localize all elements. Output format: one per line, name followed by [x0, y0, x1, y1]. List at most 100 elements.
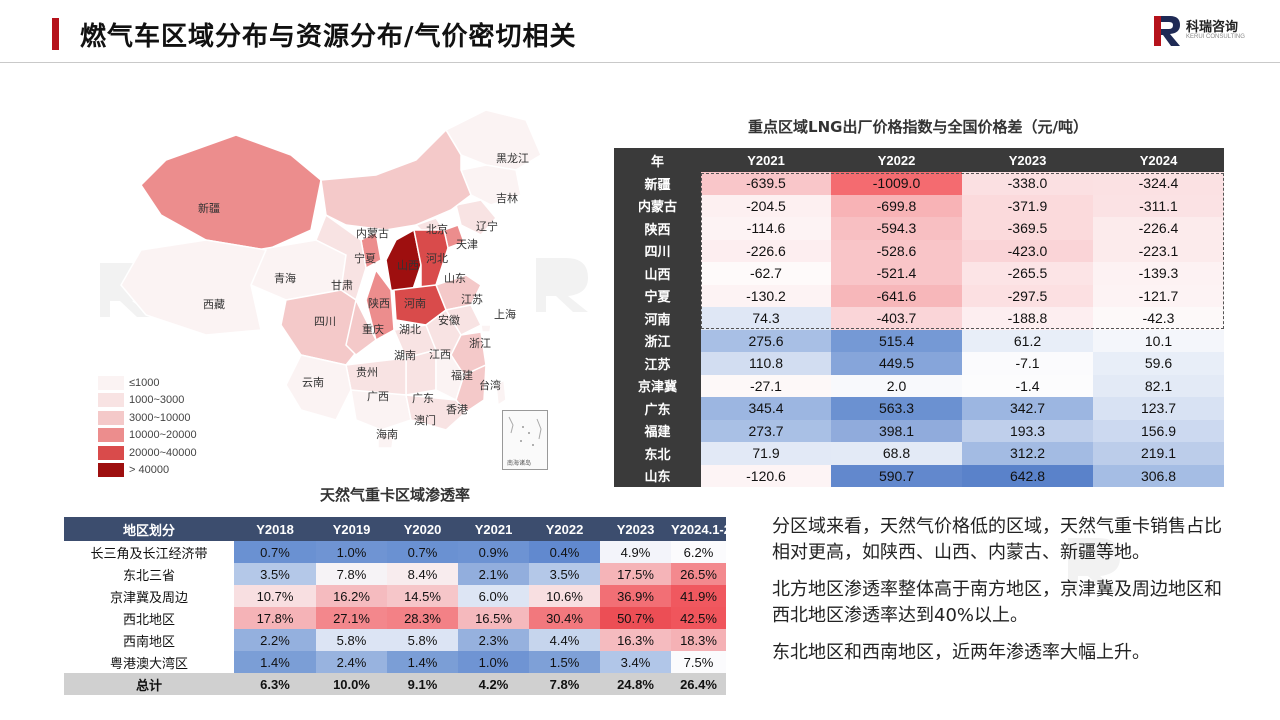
table-row: 西北地区 17.8% 27.1% 28.3% 16.5% 30.4% 50.7% 42.5% — [64, 607, 726, 629]
row-header: 江苏 — [614, 352, 701, 375]
table-cell: -27.1 — [701, 374, 831, 397]
map-label-chongqing: 重庆 — [362, 323, 384, 336]
table-cell: 0.7% — [387, 541, 458, 563]
table-cell: 3.4% — [600, 651, 671, 673]
table-row: 山西 -62.7 -521.4 -265.5 -139.3 — [614, 262, 1224, 285]
column-header: Y2018 — [234, 517, 316, 541]
column-header: 年 — [614, 148, 701, 172]
header-divider — [0, 62, 1280, 63]
row-header: 粤港澳大湾区 — [64, 651, 234, 673]
map-label-hebei: 河北 — [426, 252, 448, 265]
column-header: Y2020 — [387, 517, 458, 541]
table-cell: 26.4% — [671, 673, 726, 695]
legend-label: 10000~20000 — [129, 429, 197, 442]
row-header: 东北三省 — [64, 563, 234, 585]
row-header: 东北 — [614, 442, 701, 465]
table-row: 长三角及长江经济带 0.7% 1.0% 0.7% 0.9% 0.4% 4.9% 6.2% — [64, 541, 726, 563]
table-cell: 61.2 — [962, 329, 1093, 352]
table-cell: 1.0% — [316, 541, 387, 563]
table-cell: 82.1 — [1093, 374, 1224, 397]
row-header: 山东 — [614, 464, 701, 487]
legend-label: 20000~40000 — [129, 446, 197, 459]
column-header: Y2024.1-2 — [671, 517, 726, 541]
table-cell: 5.8% — [387, 629, 458, 651]
inset-label: 南海诸岛 — [507, 460, 532, 467]
table-cell: -338.0 — [962, 172, 1093, 195]
legend-swatch — [98, 445, 124, 460]
column-header: Y2022 — [831, 148, 962, 172]
map-label-hunan: 湖南 — [394, 349, 416, 362]
map-label-anhui: 安徽 — [438, 314, 460, 327]
table-cell: -139.3 — [1093, 262, 1224, 285]
table-cell: 10.7% — [234, 585, 316, 607]
map-label-yunnan: 云南 — [302, 376, 324, 389]
table-cell: 156.9 — [1093, 419, 1224, 442]
table-cell: 563.3 — [831, 397, 962, 420]
table-cell: -699.8 — [831, 194, 962, 217]
column-header: 地区划分 — [64, 517, 234, 541]
map-label-henan: 河南 — [404, 297, 426, 310]
legend-item: 3000~10000 — [98, 409, 197, 427]
table-cell: 5.8% — [316, 629, 387, 651]
table-cell: 1.0% — [458, 651, 529, 673]
table-cell: -42.3 — [1093, 307, 1224, 330]
legend-item: 1000~3000 — [98, 392, 197, 410]
watermark-logo-icon — [1068, 538, 1120, 592]
row-header: 内蒙古 — [614, 194, 701, 217]
column-header: Y2019 — [316, 517, 387, 541]
table-cell: 7.8% — [316, 563, 387, 585]
map-label-ningxia: 宁夏 — [354, 252, 376, 265]
legend-swatch — [98, 375, 124, 390]
table-cell: 10.6% — [529, 585, 600, 607]
map-label-xizang: 西藏 — [203, 298, 225, 311]
table-header-row: 地区划分 Y2018 Y2019 Y2020 Y2021 Y2022 Y2023… — [64, 517, 726, 541]
table-row: 广东 345.4 563.3 342.7 123.7 — [614, 397, 1224, 420]
table-row: 粤港澳大湾区 1.4% 2.4% 1.4% 1.0% 1.5% 3.4% 7.5% — [64, 651, 726, 673]
table-row: 四川 -226.6 -528.6 -423.0 -223.1 — [614, 239, 1224, 262]
legend-label: 3000~10000 — [129, 411, 191, 424]
table-cell: -188.8 — [962, 307, 1093, 330]
map-label-neimenggu: 内蒙古 — [356, 227, 389, 240]
table-row: 江苏 110.8 449.5 -7.1 59.6 — [614, 352, 1224, 375]
table-cell: 193.3 — [962, 419, 1093, 442]
table-header-row: 年 Y2021 Y2022 Y2023 Y2024 — [614, 148, 1224, 172]
table-cell: 10.1 — [1093, 329, 1224, 352]
row-header: 西北地区 — [64, 607, 234, 629]
map-label-liaoning: 辽宁 — [476, 220, 498, 233]
map-label-xinjiang: 新疆 — [198, 202, 220, 215]
table-cell: 398.1 — [831, 419, 962, 442]
table-cell: 110.8 — [701, 352, 831, 375]
table-cell: 2.4% — [316, 651, 387, 673]
map-label-hainan: 海南 — [376, 428, 398, 441]
row-header: 四川 — [614, 239, 701, 262]
table-row: 陕西 -114.6 -594.3 -369.5 -226.4 — [614, 217, 1224, 240]
table-cell: 449.5 — [831, 352, 962, 375]
map-label-jiangxi: 江西 — [429, 348, 451, 361]
table-cell: 50.7% — [600, 607, 671, 629]
table-cell: 68.8 — [831, 442, 962, 465]
table-cell: 4.9% — [600, 541, 671, 563]
map-label-jiangsu: 江苏 — [461, 293, 483, 306]
table-row: 浙江 275.6 515.4 61.2 10.1 — [614, 329, 1224, 352]
row-header: 浙江 — [614, 329, 701, 352]
table-cell: 27.1% — [316, 607, 387, 629]
table-cell: 7.5% — [671, 651, 726, 673]
watermark-logo-icon — [536, 258, 588, 312]
table-cell: -311.1 — [1093, 194, 1224, 217]
map-label-guangxi: 广西 — [367, 390, 389, 403]
china-map-shapes — [120, 109, 542, 449]
penetration-table-title: 天然气重卡区域渗透率 — [319, 486, 470, 504]
legend-label: ≤1000 — [129, 376, 160, 389]
table-cell: 14.5% — [387, 585, 458, 607]
row-header: 陕西 — [614, 217, 701, 240]
legend-swatch — [98, 428, 124, 443]
table-cell: 71.9 — [701, 442, 831, 465]
table-cell: 342.7 — [962, 397, 1093, 420]
table-cell: 2.2% — [234, 629, 316, 651]
row-header: 总计 — [64, 673, 234, 695]
table-cell: 4.4% — [529, 629, 600, 651]
table-row: 东北三省 3.5% 7.8% 8.4% 2.1% 3.5% 17.5% 26.5% — [64, 563, 726, 585]
table-row: 京津冀 -27.1 2.0 -1.4 82.1 — [614, 374, 1224, 397]
table-cell: 9.1% — [387, 673, 458, 695]
south-china-sea-inset: 南海诸岛 — [502, 410, 548, 470]
